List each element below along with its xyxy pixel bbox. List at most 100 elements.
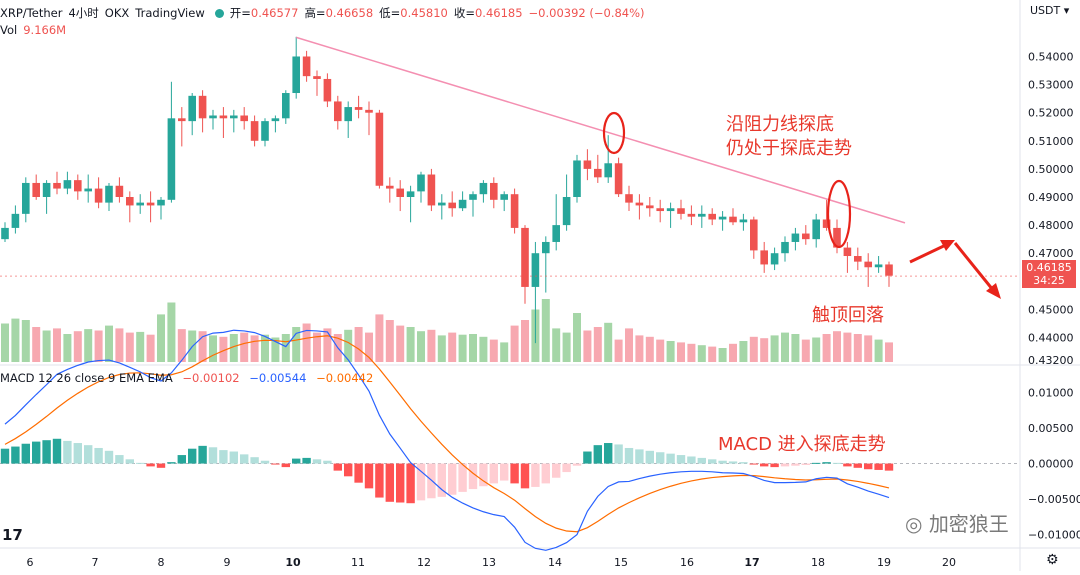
macd-label: MACD 12 26 close 9 EMA EMA <box>0 371 173 385</box>
macd-histogram-bar <box>572 463 582 466</box>
candle-body <box>542 241 550 254</box>
volume-bar <box>489 339 498 362</box>
candle-body <box>334 101 342 122</box>
price-tick-label: 0.49000 <box>1028 191 1074 204</box>
open-label: 开= <box>229 6 251 20</box>
gear-icon[interactable]: ⚙ <box>1046 552 1059 568</box>
price-tick-label: 0.44000 <box>1028 332 1074 345</box>
forecast-arrow-up <box>909 241 951 264</box>
currency-selector[interactable]: USDT ▾ <box>1030 4 1070 17</box>
macd-histogram-bar <box>364 463 374 489</box>
macd-note: MACD 进入探底走势 <box>718 434 886 455</box>
time-tick-label: 20 <box>942 556 956 569</box>
touch-ellipse <box>826 179 852 249</box>
close-label: 收= <box>453 6 475 20</box>
macd-histogram-bar <box>271 463 280 465</box>
open-value: 0.46577 <box>250 6 299 20</box>
candle-body <box>188 95 196 122</box>
macd-histogram-bar <box>260 460 270 464</box>
candle-body <box>874 264 883 268</box>
macd-histogram-bar <box>791 463 800 466</box>
volume-bar <box>261 334 269 362</box>
volume-bar <box>583 330 592 362</box>
volume-label: Vol <box>0 23 18 37</box>
macd-histogram-bar <box>177 455 186 464</box>
watermark: ◎ 加密狼王 <box>905 508 1009 537</box>
macd-histogram-bar <box>84 445 93 464</box>
macd-histogram-bar <box>32 441 41 464</box>
macd-hist-value: −0.00102 <box>182 371 240 385</box>
candle-body <box>635 202 644 206</box>
volume-bar <box>292 327 301 362</box>
time-tick-label: 12 <box>417 556 431 569</box>
candle-body <box>750 219 758 251</box>
macd-histogram-bar <box>354 463 363 483</box>
volume-bar <box>115 328 124 362</box>
price-tick-label: 0.48000 <box>1028 219 1074 232</box>
macd-histogram-bar <box>42 440 51 464</box>
volume-bar <box>105 325 113 362</box>
forecast-arrow-down <box>953 242 995 291</box>
candle-body <box>573 160 581 197</box>
macd-line <box>4 329 890 551</box>
candle-body <box>562 197 571 226</box>
last-price-value: 0.46185 <box>1026 261 1072 274</box>
macd-histogram-bar <box>437 463 446 497</box>
macd-histogram-bar <box>73 443 82 464</box>
volume-bar <box>437 335 446 362</box>
volume-bar <box>573 313 581 362</box>
volume-bar <box>562 332 571 362</box>
macd-histogram-bar <box>416 463 426 501</box>
symbol-label[interactable]: XRP/Tether <box>0 6 63 20</box>
volume-legend[interactable]: Vol 9.166M <box>0 23 66 37</box>
macd-histogram-bar <box>770 463 779 468</box>
candle-body <box>115 185 124 197</box>
volume-bar <box>593 327 602 362</box>
volume-value: 9.166M <box>23 23 67 37</box>
macd-histogram-bar <box>198 445 207 464</box>
candle-body <box>22 182 30 214</box>
candle-body <box>74 180 82 192</box>
volume-bar <box>479 336 488 362</box>
macd-histogram-bar <box>468 463 478 490</box>
volume-bar <box>84 329 93 362</box>
candle-body <box>500 194 508 200</box>
macd-histogram-bar <box>884 463 894 471</box>
macd-histogram-bar <box>375 463 384 498</box>
candle-body <box>438 202 446 206</box>
macd-histogram-bar <box>21 443 30 464</box>
macd-line-value: −0.00544 <box>249 371 307 385</box>
macd-histogram-bar <box>676 455 686 464</box>
volume-bar <box>677 342 685 362</box>
volume-bar <box>63 334 72 362</box>
candle-body <box>781 241 789 254</box>
candle-body <box>864 261 872 268</box>
candle-body <box>1 227 9 240</box>
macd-histogram-bar <box>510 463 519 484</box>
price-tick-label: 0.43200 <box>1028 354 1074 367</box>
candle-body <box>687 213 696 217</box>
macd-histogram-bar <box>11 446 20 464</box>
macd-tick-label: −0.01000 <box>1028 528 1080 541</box>
volume-bar <box>666 341 675 362</box>
arrow-head-icon <box>986 283 1001 299</box>
macd-tick-label: 0.01000 <box>1028 387 1074 400</box>
macd-histogram-bar <box>281 463 290 468</box>
candle-body <box>209 115 217 119</box>
volume-bar <box>521 320 529 362</box>
market-status-icon <box>214 8 224 18</box>
macd-histogram-bar <box>406 463 415 504</box>
macd-legend[interactable]: MACD 12 26 close 9 EMA EMA −0.00102 −0.0… <box>0 371 379 385</box>
volume-bar <box>708 346 717 362</box>
volume-bar <box>219 336 228 362</box>
macd-tick-label: 0.00000 <box>1028 458 1074 471</box>
volume-bar <box>198 331 207 362</box>
volume-bar <box>885 342 893 362</box>
time-tick-label: 18 <box>811 556 825 569</box>
tradingview-logo-icon[interactable]: 17 <box>2 526 23 544</box>
time-tick-label: 6 <box>27 556 34 569</box>
interval-label[interactable]: 4小时 <box>68 6 99 20</box>
candle-body <box>646 205 654 209</box>
